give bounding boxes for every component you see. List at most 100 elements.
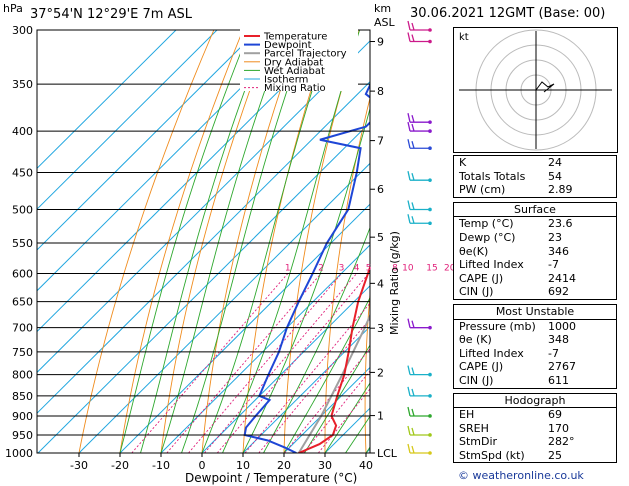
- most-unstable-value: 1000: [548, 319, 576, 333]
- x-tick-label: 40: [359, 459, 373, 472]
- pressure-tick-label: 750: [12, 346, 33, 359]
- wind-barb: [407, 214, 432, 226]
- surface-label: Dewp (°C): [459, 230, 516, 244]
- mixing-ratio-line: [131, 273, 289, 453]
- mixing-ratio-line: [166, 273, 322, 453]
- km-tick-label: 5: [377, 231, 384, 244]
- surface-value: -7: [548, 258, 559, 272]
- most-unstable-row: CAPE (J) 2767: [454, 360, 616, 374]
- wet-adiabat-line: [304, 344, 370, 453]
- x-axis-label: Dewpoint / Temperature (°C): [185, 471, 357, 485]
- wind-barb: [407, 113, 432, 124]
- surface-label: Lifted Index: [459, 258, 524, 272]
- mixing-ratio-label: 3: [339, 264, 345, 274]
- asl-unit-label: ASL: [374, 16, 396, 29]
- wind-barb: [407, 318, 432, 330]
- legend-label: Dewpoint: [264, 40, 312, 51]
- most-unstable-value: 348: [548, 333, 569, 347]
- pressure-tick-label: 1000: [5, 447, 33, 460]
- hodograph-indices-panel: Hodograph EH 69 SREH 170 StmDir 282° StmSpd (k…: [453, 392, 617, 464]
- hodograph-value: 69: [548, 408, 562, 422]
- km-tick-label: 3: [377, 322, 384, 335]
- wind-barb: [407, 20, 432, 32]
- station-label: 37°54'N 12°29'E 7m ASL: [30, 7, 192, 22]
- surface-value: 692: [548, 285, 569, 299]
- most-unstable-label: CIN (J): [459, 373, 494, 387]
- most-unstable-value: 2767: [548, 360, 576, 374]
- surface-row: θe(K) 346: [454, 245, 616, 259]
- legend-label: Mixing Ratio: [264, 83, 326, 94]
- index-row: K 24: [454, 156, 616, 170]
- surface-value: 2414: [548, 271, 576, 285]
- isotherm-line: [160, 244, 370, 453]
- dry-adiabat-line: [160, 30, 273, 453]
- isotherm-line: [37, 30, 259, 251]
- hodograph-row: EH 69: [454, 408, 616, 422]
- hodograph-row: SREH 170: [454, 422, 616, 436]
- pressure-tick-label: 400: [12, 125, 33, 138]
- wet-adiabat-line: [119, 30, 251, 453]
- km-tick-label: 9: [377, 36, 384, 49]
- surface-label: CIN (J): [459, 285, 494, 299]
- hodograph-label: StmDir: [459, 435, 498, 449]
- most-unstable-value: -7: [548, 346, 559, 360]
- surface-row: Temp (°C) 23.6: [454, 217, 616, 231]
- x-tick-label: -20: [111, 459, 129, 472]
- isotherm-line: [37, 81, 370, 414]
- mixing-ratio-label: 5: [366, 264, 372, 274]
- legend-label: Dry Adiabat: [264, 57, 323, 68]
- surface-row: CAPE (J) 2414: [454, 272, 616, 286]
- most-unstable-label: θe (K): [459, 333, 492, 347]
- index-value: 2.89: [548, 183, 573, 197]
- pressure-tick-label: 600: [12, 268, 33, 281]
- pressure-tick-label: 700: [12, 322, 33, 335]
- wind-barb: [407, 139, 432, 151]
- wind-barb: [407, 171, 432, 182]
- index-row: Totals Totals 54: [454, 170, 616, 184]
- hodograph-panel: kt: [453, 27, 618, 153]
- isotherm-line: [37, 30, 341, 333]
- km-tick-label: 8: [377, 85, 384, 98]
- isotherm-line: [37, 121, 370, 453]
- surface-row: Lifted Index -7: [454, 258, 616, 272]
- isotherm-line: [37, 30, 300, 292]
- plot-frame: [36, 29, 371, 454]
- surface-value: 23: [548, 230, 562, 244]
- km-tick-label: LCL: [377, 447, 398, 460]
- isotherm-line: [242, 325, 370, 453]
- legend-label: Isotherm: [264, 75, 308, 86]
- indices-column: K 24 Totals Totals 54 PW (cm) 2.89 Surface Te…: [453, 155, 617, 467]
- pressure-tick-label: 300: [12, 24, 33, 37]
- index-label: K: [459, 156, 467, 169]
- hodograph-row: StmSpd (kt) 25: [454, 449, 616, 463]
- mixing-ratio-line: [244, 302, 370, 453]
- most-unstable-row: θe (K) 348: [454, 333, 616, 347]
- km-tick-label: 2: [377, 366, 384, 379]
- hodograph-value: 25: [548, 448, 562, 462]
- most-unstable-label: Pressure (mb): [459, 319, 536, 333]
- index-value: 24: [548, 156, 562, 169]
- mixing-ratio-label: 1: [285, 264, 291, 274]
- x-tick-label: -30: [70, 459, 88, 472]
- isotherm-line: [78, 162, 370, 453]
- copyright-label: © weatheronline.co.uk: [458, 469, 584, 482]
- isotherm-line: [37, 30, 218, 210]
- indices-panel: K 24 Totals Totals 54 PW (cm) 2.89: [453, 155, 617, 198]
- x-tick-label: 20: [277, 459, 291, 472]
- legend-label: Parcel Trajectory: [264, 49, 347, 60]
- mixing-ratio-line: [188, 273, 342, 453]
- wind-barb: [407, 386, 432, 398]
- surface-label: Temp (°C): [459, 217, 514, 231]
- parcel-trajectory-line: [297, 313, 370, 453]
- pressure-tick-label: 550: [12, 237, 33, 250]
- most-unstable-value: 611: [548, 373, 569, 387]
- isotherm-line: [283, 366, 370, 453]
- surface-title: Surface: [454, 203, 616, 218]
- dry-adiabat-line: [404, 30, 446, 453]
- x-tick-label: 10: [236, 459, 250, 472]
- surface-value: 23.6: [548, 217, 573, 231]
- wind-barb: [407, 121, 432, 133]
- most-unstable-row: CIN (J) 611: [454, 374, 616, 388]
- surface-row: Dewp (°C) 23: [454, 231, 616, 245]
